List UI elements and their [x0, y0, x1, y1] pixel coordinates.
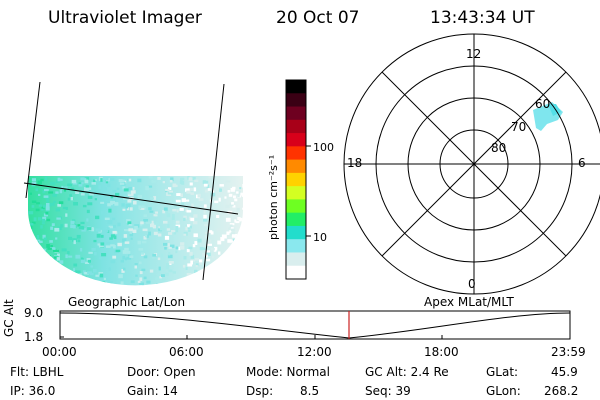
xtick-label-1200: 12:00 [297, 345, 332, 359]
flight-status: Flt: LBHL [10, 365, 64, 379]
colorbar-frame [285, 79, 307, 280]
glon-value: 268.2 [544, 384, 579, 398]
altitude-plot [59, 310, 571, 340]
colorbar-cell [286, 199, 306, 214]
glon-label: GLon: [486, 384, 521, 398]
geographic-map [23, 81, 243, 286]
seq-status: Seq: 39 [365, 384, 411, 398]
instrument-title: Ultraviolet Imager [48, 8, 202, 28]
colorbar-cell [286, 80, 306, 94]
colorbar-cell [286, 172, 306, 187]
colorbar-cell [286, 106, 306, 121]
mode-status: Mode: Normal [246, 365, 330, 379]
ytick-label-1-8: 1.8 [24, 330, 44, 344]
colorbar: 100 10 photon cm⁻²s⁻¹ [267, 79, 334, 280]
colorbar-cell [286, 239, 306, 254]
mlt-label-12: 12 [466, 47, 482, 61]
xtick-label-2359: 23:59 [551, 345, 586, 359]
time-label: 13:43:34 UT [430, 8, 535, 28]
colorbar-cell [286, 212, 306, 227]
longitude-line [202, 83, 225, 281]
polar-diagonal [381, 71, 567, 257]
mlat-label-70: 70 [511, 120, 527, 134]
colorbar-cell [286, 93, 306, 108]
colorbar-tick-100: 100 [313, 141, 334, 154]
colorbar-cell [286, 146, 306, 161]
door-status: Door: Open [127, 365, 196, 379]
colorbar-cell [286, 225, 306, 240]
mlt-label-0: 0 [468, 277, 476, 291]
glat-label: GLat: [486, 365, 519, 379]
colorbar-cell [286, 265, 306, 280]
altitude-curve [59, 312, 571, 339]
colorbar-cell [286, 252, 306, 267]
gain-status: Gain: 14 [127, 384, 178, 398]
dsp-value: 8.5 [300, 384, 320, 398]
altitude-ylabel: GC Alt [2, 299, 16, 337]
colorbar-cell [286, 133, 306, 147]
date-label: 20 Oct 07 [276, 8, 360, 28]
map-caption: Geographic Lat/Lon [68, 295, 186, 309]
altitude-plot-frame [59, 310, 571, 340]
dsp-label: Dsp: [246, 384, 274, 398]
mlt-label-6: 6 [578, 156, 586, 170]
glat-value: 45.9 [551, 365, 578, 379]
xtick-label-1800: 18:00 [424, 345, 459, 359]
colorbar-cell [286, 159, 306, 174]
latitude-line [23, 182, 239, 215]
mlt-label-18: 18 [347, 156, 363, 170]
ytick-label-9: 9.0 [24, 306, 44, 320]
colorbar-units-label: photon cm⁻²s⁻¹ [267, 155, 280, 240]
colorbar-gradient [286, 80, 306, 280]
longitude-line [25, 81, 41, 199]
colorbar-cell [286, 119, 306, 134]
mlat-label-80: 80 [491, 141, 507, 155]
polar-plot [343, 33, 600, 295]
colorbar-cell [286, 186, 306, 200]
polar-caption: Apex MLat/MLT [424, 295, 514, 309]
xtick-label-0600: 06:00 [169, 345, 204, 359]
xtick-label-0000: 00:00 [42, 345, 77, 359]
ip-status: IP: 36.0 [10, 384, 56, 398]
mlat-label-60: 60 [535, 97, 551, 111]
gcalt-status: GC Alt: 2.4 Re [365, 365, 449, 379]
colorbar-tick-10: 10 [313, 231, 327, 244]
